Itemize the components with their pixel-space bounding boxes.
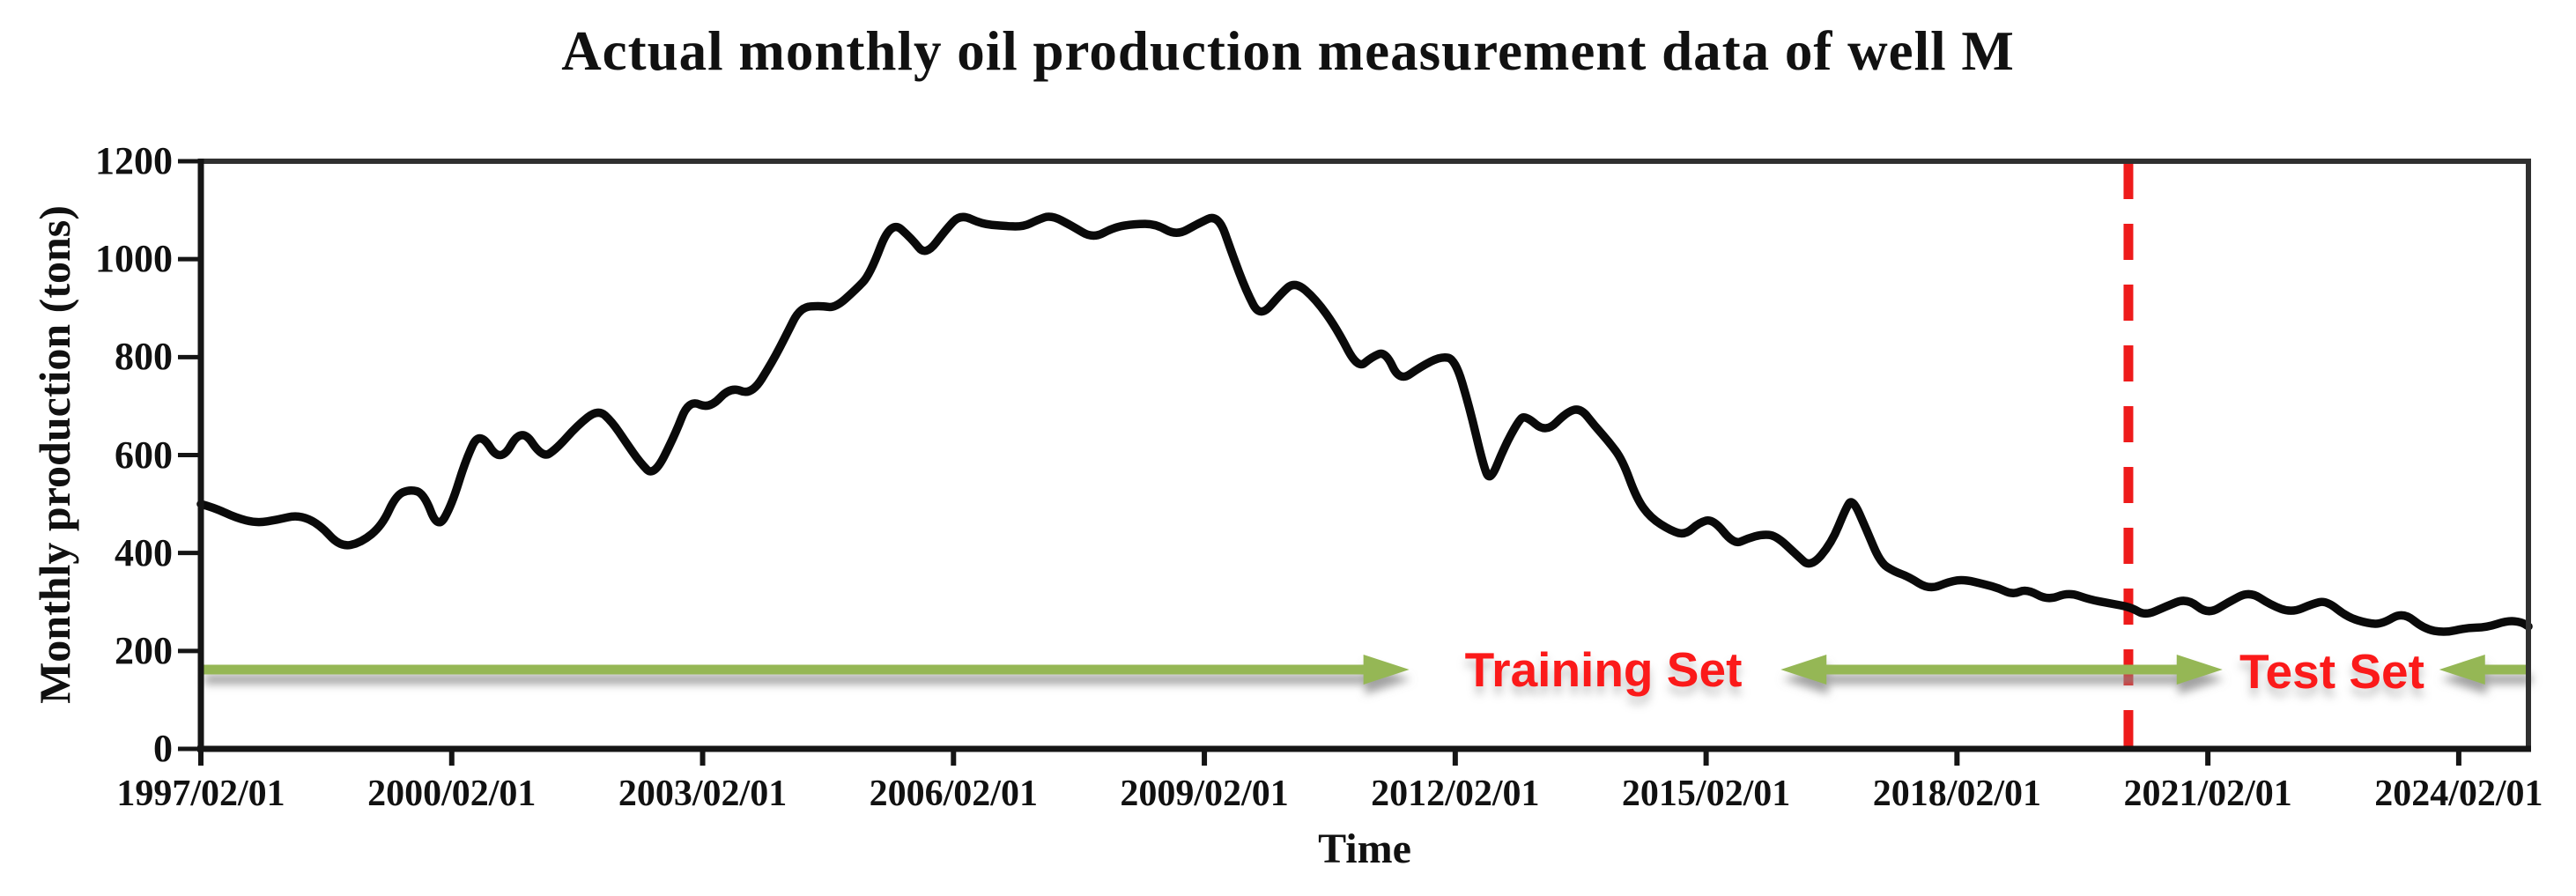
production-curve bbox=[196, 212, 2533, 636]
x-tick-label: 2000/02/01 bbox=[367, 774, 537, 814]
x-tick-label: 2015/02/01 bbox=[1621, 774, 1791, 814]
axes bbox=[178, 159, 2531, 766]
y-tick-label: 800 bbox=[115, 335, 173, 379]
x-tick-label: 2009/02/01 bbox=[1120, 774, 1289, 814]
x-tick-label: 2003/02/01 bbox=[618, 774, 788, 814]
x-tick-label: 2021/02/01 bbox=[2123, 774, 2292, 814]
test-set-label: Test Set bbox=[2239, 644, 2424, 699]
x-axis-title: Time bbox=[1318, 826, 1411, 872]
y-tick-label: 1000 bbox=[95, 237, 173, 281]
training-set-label: Training Set bbox=[1464, 642, 1743, 697]
y-tick-label: 0 bbox=[153, 727, 173, 770]
y-tick-label: 200 bbox=[115, 628, 173, 672]
x-tick-label: 2024/02/01 bbox=[2374, 774, 2543, 814]
y-tick-label: 1200 bbox=[95, 139, 173, 182]
y-tick-label: 600 bbox=[115, 433, 173, 477]
chart-title: Actual monthly oil production measuremen… bbox=[561, 20, 2015, 82]
x-tick-label: 1997/02/01 bbox=[116, 774, 285, 814]
x-tick-label: 2012/02/01 bbox=[1371, 774, 1540, 814]
x-tick-label: 2018/02/01 bbox=[1872, 774, 2042, 814]
x-tick-label: 2006/02/01 bbox=[869, 774, 1038, 814]
range-arrows bbox=[203, 654, 2530, 685]
y-tick-label: 400 bbox=[115, 530, 173, 574]
